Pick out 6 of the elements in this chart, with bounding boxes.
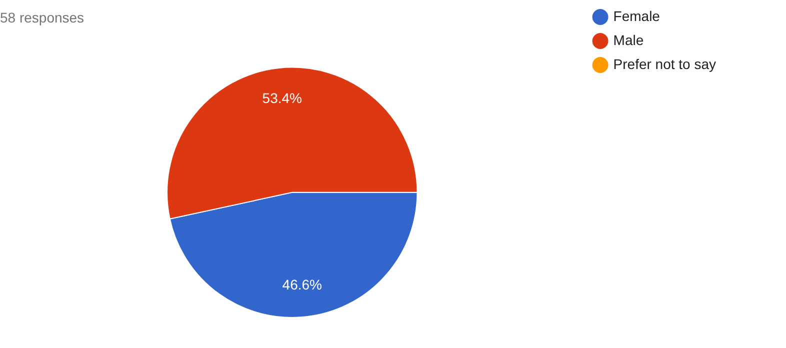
data-label: 53.4% (262, 90, 302, 106)
text: 58 responses (0, 9, 84, 26)
legend-label: Female (613, 8, 660, 24)
legend-label: Male (613, 32, 644, 48)
legend-label: Prefer not to say (613, 56, 716, 72)
data-label: 46.6% (282, 276, 322, 293)
